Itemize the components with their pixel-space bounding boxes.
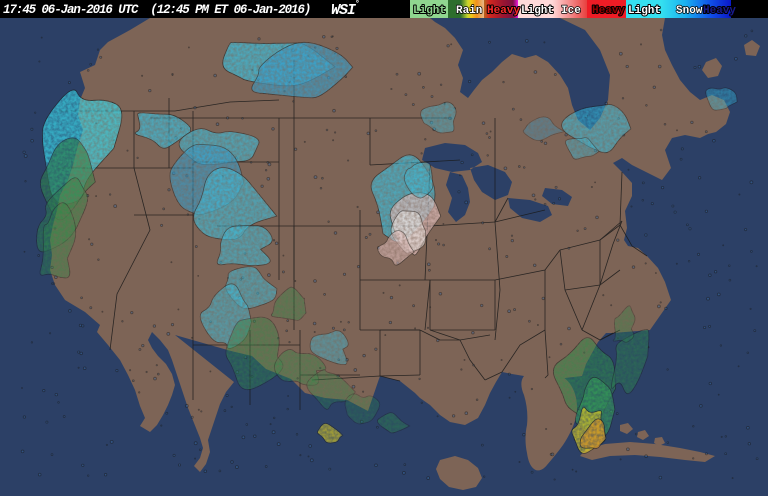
svg-text:Light: Light (628, 5, 661, 17)
svg-text:Heavy: Heavy (487, 5, 520, 17)
svg-text:Heavy: Heavy (703, 5, 736, 17)
svg-text:Snow: Snow (676, 5, 703, 17)
svg-text:Rain: Rain (456, 5, 482, 17)
svg-text:Light: Light (521, 5, 554, 17)
svg-text:Light: Light (413, 5, 446, 17)
svg-text:Ice: Ice (561, 5, 581, 17)
svg-text:Heavy: Heavy (592, 5, 625, 17)
